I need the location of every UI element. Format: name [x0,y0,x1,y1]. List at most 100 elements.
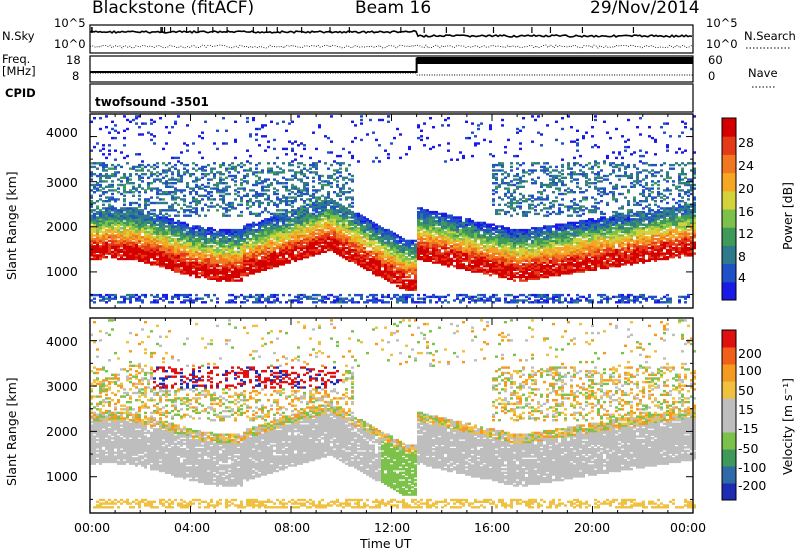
heatmap-cell [354,257,357,261]
heatmap-cell [336,212,339,216]
heatmap-cell [345,225,348,228]
heatmap-cell [264,256,267,259]
heatmap-cell [93,212,96,216]
heatmap-cell [288,239,291,243]
heatmap-cell [240,263,243,266]
heatmap-cell [162,176,165,179]
heatmap-cell [108,144,111,147]
heatmap-cell [120,207,123,210]
heatmap-cell [432,243,435,246]
heatmap-cell [132,223,135,226]
heatmap-cell [189,210,192,214]
heatmap-cell [435,245,438,248]
heatmap-cell [246,261,249,264]
heatmap-cell [237,171,240,174]
heatmap-cell [162,261,165,264]
heatmap-cell [303,256,306,259]
heatmap-cell [267,236,270,239]
heatmap-cell [414,284,417,288]
heatmap-cell [429,295,432,299]
heatmap-cell [396,259,399,262]
heatmap-cell [429,218,432,221]
heatmap-cell [225,239,228,243]
heatmap-cell [279,245,282,248]
heatmap-cell [267,295,270,299]
heatmap-cell [390,252,393,255]
heatmap-cell [420,241,423,244]
heatmap-cell [453,248,456,252]
heatmap-cell [390,142,393,145]
heatmap-cell [321,209,324,212]
heatmap-cell [261,135,264,138]
heatmap-cell [162,256,165,259]
heatmap-cell [261,261,264,264]
heatmap-cell [291,187,294,190]
heatmap-cell [105,225,108,228]
heatmap-cell [393,261,396,264]
heatmap-cell [417,219,420,223]
heatmap-cell [315,147,318,151]
heatmap-cell [264,178,267,181]
heatmap-cell [372,243,375,246]
heatmap-cell [123,227,126,230]
heatmap-cell [477,142,480,145]
heatmap-cell [306,250,309,253]
heatmap-cell [417,207,420,210]
heatmap-cell [183,228,186,232]
heatmap-cell [282,147,285,151]
heatmap-cell [231,266,234,270]
heatmap-cell [348,246,351,250]
heatmap-cell [189,245,192,248]
heatmap-cell [183,189,186,192]
heatmap-cell [342,227,345,230]
heatmap-cell [390,257,393,261]
heatmap-cell [165,163,168,167]
heatmap-cell [360,257,363,261]
heatmap-cell [261,194,264,197]
heatmap-cell [168,243,171,246]
heatmap-cell [387,254,390,257]
heatmap-cell [156,227,159,230]
heatmap-cell [378,274,381,277]
heatmap-cell [279,250,282,253]
heatmap-cell [315,239,318,243]
heatmap-cell [384,268,387,271]
heatmap-cell [345,207,348,210]
heatmap-cell [141,225,144,228]
heatmap-cell [429,243,432,246]
heatmap-cell [375,237,378,241]
heatmap-cell [312,209,315,212]
heatmap-cell [141,259,144,262]
heatmap-cell [156,293,159,297]
heatmap-cell [93,256,96,259]
heatmap-cell [147,187,150,190]
heatmap-cell [447,250,450,253]
heatmap-cell [219,232,222,235]
heatmap-cell [147,198,150,201]
heatmap-cell [90,237,93,241]
heatmap-cell [246,236,249,239]
heatmap-cell [135,189,138,192]
heatmap-cell [450,245,453,248]
heatmap-cell [477,127,480,131]
heatmap-cell [114,209,117,212]
heatmap-cell [420,138,423,142]
heatmap-cell [417,124,420,127]
heatmap-cell [471,243,474,246]
heatmap-cell [330,214,333,217]
heatmap-cell [351,250,354,253]
heatmap-cell [378,252,381,255]
heatmap-cell [234,250,237,253]
heatmap-cell [231,245,234,248]
heatmap-cell [375,248,378,252]
heatmap-cell [342,248,345,252]
heatmap-cell [336,297,339,300]
nave-tick-top: 60 [708,53,723,67]
heatmap-cell [93,248,96,252]
heatmap-cell [231,275,234,279]
heatmap-cell [387,272,390,275]
heatmap-cell [387,245,390,248]
heatmap-cell [123,174,126,178]
heatmap-cell [207,192,210,196]
heatmap-cell [309,241,312,244]
